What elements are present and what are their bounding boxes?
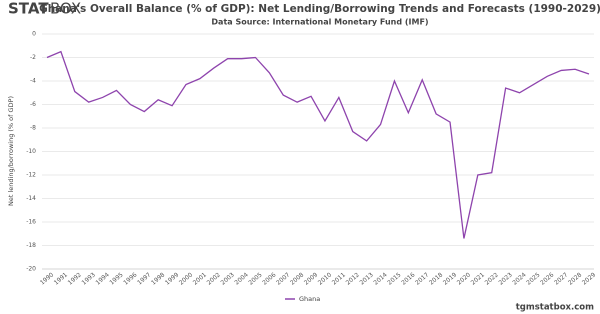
y-tick-label: -4: [30, 78, 36, 85]
x-tick-label: 1995: [108, 271, 124, 286]
y-tick-label: -16: [26, 219, 36, 226]
x-tick-label: 1990: [39, 271, 55, 286]
x-tick-label: 2002: [206, 271, 222, 286]
x-tick-label: 2010: [317, 271, 333, 286]
x-tick-label: 2011: [331, 271, 347, 286]
x-tick-label: 1996: [122, 271, 138, 286]
x-tick-label: 2024: [511, 271, 527, 286]
x-tick-label: 2004: [233, 271, 249, 286]
x-tick-label: 2000: [178, 271, 194, 286]
x-tick-label: 1998: [150, 271, 166, 286]
x-tick-label: 2008: [289, 271, 305, 286]
y-tick-label: -2: [30, 54, 36, 61]
y-tick-label: -18: [26, 242, 36, 249]
x-tick-label: 2014: [372, 271, 388, 286]
chart-title: Ghana's Overall Balance (% of GDP): Net …: [39, 3, 600, 15]
x-tick-label: 2006: [261, 271, 277, 286]
x-tick-label: 1993: [81, 271, 97, 286]
x-tick-label: 2025: [525, 271, 541, 286]
y-tick-label: -12: [26, 172, 36, 179]
x-tick-label: 2005: [247, 271, 263, 286]
y-tick-label: -14: [26, 195, 36, 202]
x-tick-label: 2022: [484, 271, 500, 286]
x-tick-label: 2023: [498, 271, 514, 286]
x-tick-label: 2026: [539, 271, 555, 286]
x-tick-label: 2017: [414, 271, 430, 286]
x-tick-label: 2019: [442, 271, 458, 286]
line-series: [46, 50, 590, 239]
y-axis-label: Net lending/borrowing (% of GDP): [7, 96, 15, 206]
x-tick-label: 1999: [164, 271, 180, 286]
x-tick-label: 2015: [386, 271, 402, 286]
x-tick-label: 2027: [553, 271, 569, 286]
y-tick-label: -10: [26, 148, 36, 155]
x-tick-label: 2029: [581, 271, 597, 286]
x-tick-label: 2009: [303, 271, 319, 286]
logo-accent: BOX: [50, 0, 81, 18]
x-tick-label: 2012: [345, 271, 361, 286]
y-tick-label: -6: [30, 101, 36, 108]
chart-subtitle: Data Source: International Monetary Fund…: [211, 18, 428, 27]
legend-label: Ghana: [299, 295, 320, 303]
logo: STAT: [8, 0, 49, 18]
y-tick-label: -20: [26, 266, 36, 273]
x-tick-label: 1997: [136, 271, 152, 286]
x-tick-label: 2003: [220, 271, 236, 286]
x-tick-label: 2021: [470, 271, 486, 286]
x-tick-label: 2007: [275, 271, 291, 286]
x-tick-label: 2018: [428, 271, 444, 286]
x-tick-label: 2020: [456, 271, 472, 286]
x-tick-label: 2016: [400, 271, 416, 286]
x-tick-label: 1991: [53, 271, 69, 286]
x-tick-label: 2013: [359, 271, 375, 286]
footer: tgmstatbox.com: [516, 303, 594, 313]
x-tick-label: 2001: [192, 271, 208, 286]
y-tick-label: 0: [32, 31, 36, 38]
x-tick-label: 2028: [567, 271, 583, 286]
y-tick-label: -8: [30, 125, 36, 132]
x-tick-label: 1992: [67, 271, 83, 286]
x-tick-label: 1994: [94, 271, 110, 286]
